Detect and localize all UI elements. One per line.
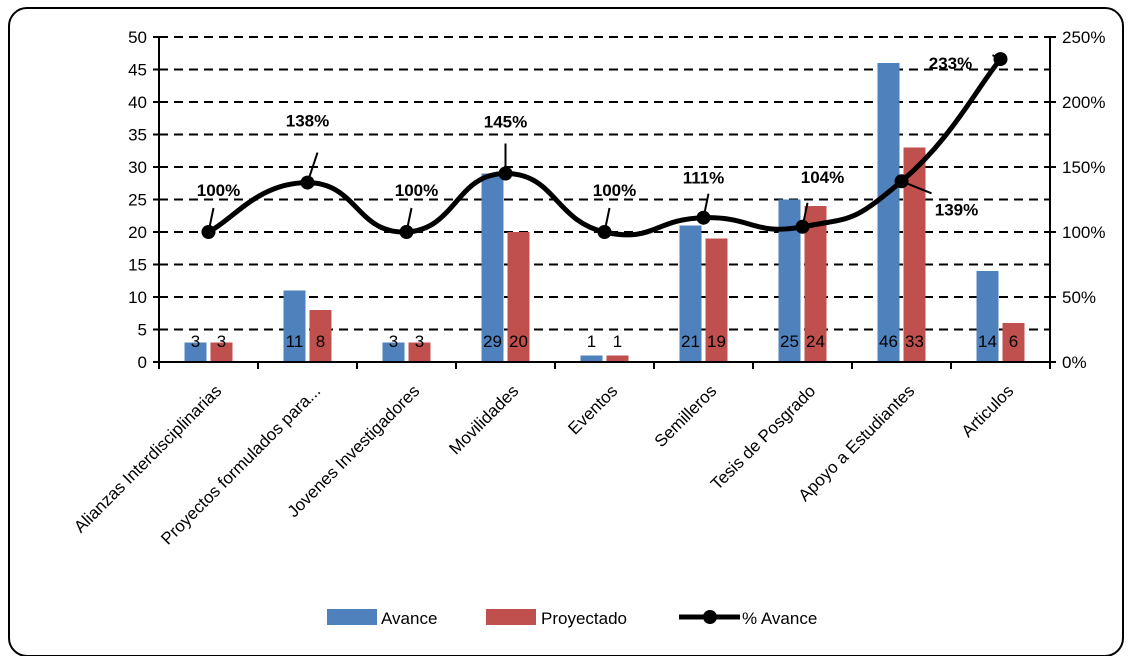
- data-label-proyectado: 6: [1009, 332, 1018, 351]
- bar-proyectado: [903, 147, 926, 362]
- y-left-tick-label: 50: [128, 28, 147, 47]
- legend-label-proyectado: Proyectado: [541, 609, 627, 628]
- bar-avance: [283, 290, 306, 362]
- percent-data-label: 233%: [929, 54, 972, 73]
- data-label-proyectado: 24: [806, 332, 825, 351]
- y-right-tick-label: 50%: [1062, 288, 1096, 307]
- percent-leader: [207, 207, 215, 233]
- bar-avance: [481, 173, 504, 362]
- y-left-tick-label: 40: [128, 93, 147, 112]
- bar-avance: [976, 271, 999, 362]
- data-label-avance: 25: [780, 332, 799, 351]
- y-left-tick-label: 15: [128, 256, 147, 275]
- bar-proyectado: [606, 355, 629, 362]
- bar-avance: [184, 342, 207, 362]
- bar-avance: [778, 199, 801, 362]
- legend: Avance Proyectado % Avance: [327, 609, 817, 628]
- axes: 0 5 10 15 20 25 30 35 40 45 50 0% 50% 100% 150% 200% 250…: [128, 28, 1105, 372]
- data-label-avance: 3: [191, 332, 200, 351]
- bars: [184, 63, 1025, 362]
- y-left-tick-label: 10: [128, 288, 147, 307]
- percent-data-label: 138%: [286, 112, 329, 131]
- data-label-proyectado: 1: [613, 332, 622, 351]
- y-left-tick-label: 5: [138, 321, 147, 340]
- percent-leader: [306, 152, 319, 183]
- bar-proyectado: [705, 238, 728, 362]
- percent-data-label: 111%: [683, 169, 725, 188]
- legend-swatch-proyectado: [486, 609, 536, 625]
- y-right-tick-label: 250%: [1062, 28, 1105, 47]
- y-left-tick-label: 0: [138, 353, 147, 372]
- y-left-tick-label: 35: [128, 126, 147, 145]
- percent-leader: [702, 193, 710, 218]
- y-right-tick-label: 0%: [1062, 353, 1087, 372]
- data-label-avance: 46: [879, 332, 898, 351]
- legend-swatch-avance: [327, 609, 377, 625]
- percent-data-label: 100%: [395, 181, 438, 200]
- bar-proyectado: [210, 342, 233, 362]
- legend-marker-percent: [703, 610, 717, 624]
- data-label-avance: 29: [483, 332, 502, 351]
- data-label-avance: 1: [587, 332, 596, 351]
- bar-proyectado: [507, 232, 530, 362]
- bar-proyectado: [408, 342, 431, 362]
- data-label-proyectado: 20: [509, 332, 528, 351]
- data-label-proyectado: 8: [316, 332, 325, 351]
- percent-leader: [992, 54, 1001, 60]
- y-right-tick-label: 200%: [1062, 93, 1105, 112]
- data-label-avance: 21: [681, 332, 700, 351]
- percent-data-label: 100%: [593, 181, 636, 200]
- bar-avance: [877, 63, 900, 362]
- data-labels: 3 3 11 8 3 3 29 20 1 1 21 19 25 24 46 33 14 6: [191, 332, 1018, 351]
- data-label-avance: 11: [286, 332, 304, 351]
- legend-label-percent: % Avance: [742, 609, 817, 628]
- y-right-tick-label: 150%: [1062, 158, 1105, 177]
- bar-proyectado: [1002, 323, 1025, 362]
- percent-data-label: 145%: [484, 113, 527, 132]
- y-left-tick-label: 25: [128, 191, 147, 210]
- bar-proyectado: [309, 310, 332, 362]
- bar-avance: [679, 225, 702, 362]
- percent-leader: [603, 207, 611, 233]
- bar-avance: [382, 342, 405, 362]
- data-label-proyectado: 33: [905, 332, 924, 351]
- percent-data-label: 139%: [935, 200, 978, 219]
- y-left-tick-label: 45: [128, 61, 147, 80]
- data-label-proyectado: 19: [707, 332, 726, 351]
- percent-leader: [405, 207, 413, 233]
- data-label-avance: 3: [389, 332, 398, 351]
- data-label-proyectado: 3: [217, 332, 226, 351]
- percent-leader: [901, 180, 932, 195]
- chart-frame: [8, 7, 1124, 656]
- gridlines: [159, 36, 1050, 331]
- percent-data-label: 104%: [801, 168, 844, 187]
- legend-label-avance: Avance: [381, 609, 437, 628]
- bar-proyectado: [804, 206, 827, 362]
- y-left-tick-label: 30: [128, 158, 147, 177]
- percent-line: 100% 138% 100% 145% 100% 111% 104% 139% 233%: [197, 52, 1008, 239]
- percent-leader: [801, 202, 809, 228]
- data-label-avance: 14: [978, 332, 997, 351]
- data-label-proyectado: 3: [415, 332, 424, 351]
- percent-avance-line: [207, 57, 1003, 238]
- bar-avance: [580, 355, 603, 362]
- y-left-tick-label: 20: [128, 223, 147, 242]
- y-right-tick-label: 100%: [1062, 223, 1105, 242]
- percent-data-label: 100%: [197, 181, 240, 200]
